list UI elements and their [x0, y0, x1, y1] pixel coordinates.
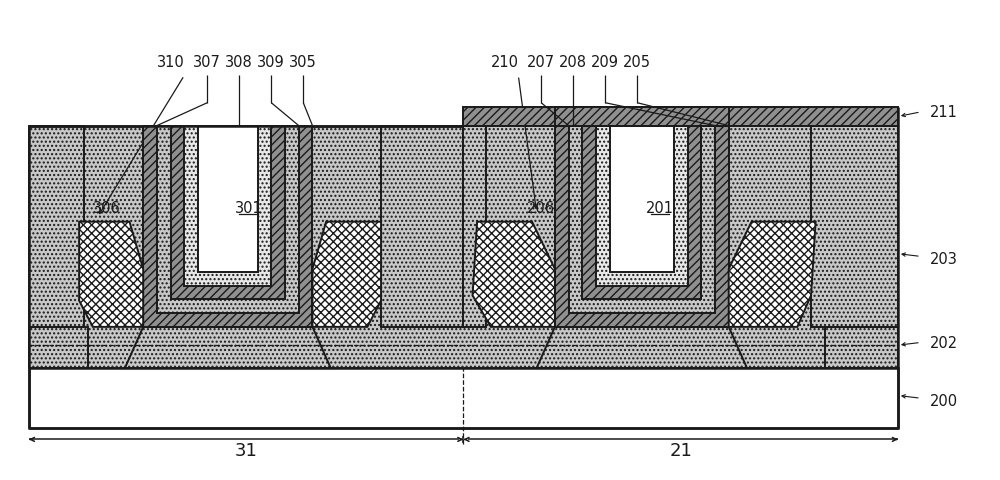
Bar	[463, 108, 898, 126]
Text: 305: 305	[289, 55, 317, 70]
Bar	[463, 126, 486, 327]
Text: 205: 205	[623, 55, 651, 70]
Text: 200: 200	[930, 393, 958, 408]
Polygon shape	[729, 222, 816, 327]
Text: 31: 31	[235, 442, 258, 459]
Text: 309: 309	[257, 55, 285, 70]
Text: 202: 202	[930, 335, 958, 350]
Polygon shape	[79, 222, 143, 327]
Bar	[555, 126, 729, 327]
Bar	[555, 108, 729, 126]
Bar	[610, 126, 674, 273]
Bar	[29, 126, 84, 327]
Bar	[184, 126, 271, 286]
Text: 307: 307	[193, 55, 221, 70]
Text: 206: 206	[527, 201, 555, 216]
Text: 201: 201	[646, 201, 674, 216]
Bar	[198, 126, 258, 273]
Bar	[381, 126, 463, 327]
Polygon shape	[473, 222, 555, 327]
Polygon shape	[825, 327, 898, 368]
Bar	[157, 126, 299, 313]
Polygon shape	[29, 327, 88, 368]
Text: 208: 208	[559, 55, 587, 70]
Polygon shape	[312, 222, 381, 327]
Bar	[569, 126, 715, 313]
Text: 210: 210	[491, 55, 519, 70]
Polygon shape	[125, 327, 331, 368]
Bar	[29, 327, 898, 368]
Text: 308: 308	[225, 55, 253, 70]
Bar	[171, 126, 285, 300]
Text: 207: 207	[527, 55, 555, 70]
Text: 21: 21	[669, 442, 692, 459]
Bar	[811, 126, 898, 327]
Text: 310: 310	[157, 55, 185, 70]
Polygon shape	[537, 327, 747, 368]
Bar	[29, 126, 898, 327]
Text: 209: 209	[591, 55, 619, 70]
Text: 306: 306	[93, 201, 120, 216]
Bar	[582, 126, 701, 300]
Bar	[596, 126, 688, 286]
Bar	[29, 368, 898, 428]
Bar	[143, 126, 312, 327]
Text: 211: 211	[930, 105, 958, 120]
Text: 301: 301	[235, 201, 262, 216]
Bar	[29, 327, 898, 368]
Text: 203: 203	[930, 251, 958, 266]
